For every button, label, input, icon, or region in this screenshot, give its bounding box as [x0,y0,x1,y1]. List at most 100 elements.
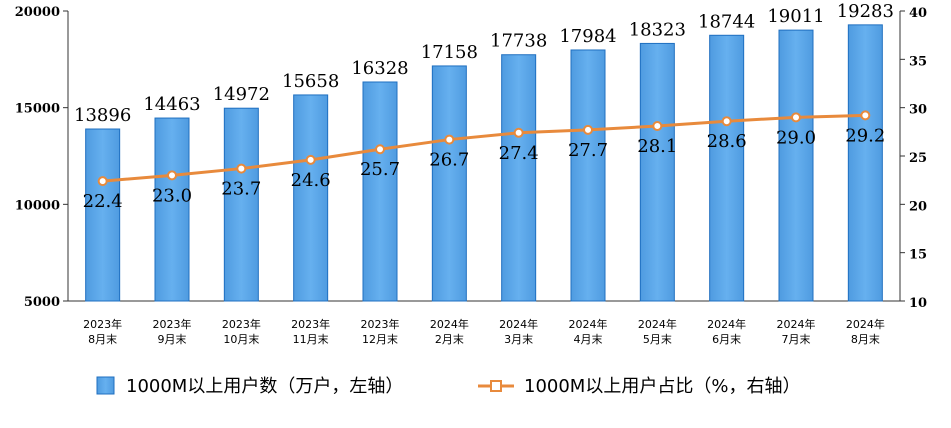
line-value-label: 26.7 [429,150,469,171]
right-tick-label: 40 [909,6,927,21]
line-marker [444,134,455,145]
x-tick-label-line: 2月末 [435,332,464,346]
x-tick-label-line: 4月末 [574,332,603,346]
line-value-label: 29.0 [776,127,816,148]
left-tick-label: 10000 [15,198,60,213]
bar-value-label: 13896 [74,105,131,126]
bar [223,107,259,302]
line-series: 22.4 23.0 23.7 24.6 25.7 26.7 27.4 27.7 28.1 28.6… [83,110,885,212]
line-value-label: 29.2 [845,125,885,146]
right-tick-label: 35 [909,54,927,69]
line-value-label: 23.7 [221,179,261,200]
x-tick-label-line: 8月末 [88,332,117,346]
legend-bar-label: 1000M以上用户数（万户，左轴） [126,376,403,397]
bar [362,81,398,302]
left-tick-label: 20000 [15,5,60,20]
bar [431,65,467,302]
bar-value-label: 18744 [698,11,755,32]
line-path [102,113,866,183]
bar-value-label: 14463 [143,94,200,115]
x-tick-label: 2024年 6月末 [707,317,746,346]
x-tick-label-line: 2023年 [361,317,400,331]
left-axis-ticks: 5000 10000 15000 20000 [15,5,68,310]
line-marker [513,127,524,138]
line-marker [721,116,732,127]
x-tick-label-line: 2024年 [499,317,538,331]
bar-value-label: 16328 [351,58,408,79]
x-tick-label: 2024年 7月末 [777,317,816,346]
x-tick-label-line: 2023年 [291,317,330,331]
bar [570,49,606,302]
line-marker [97,176,108,187]
x-tick-label-line: 2023年 [222,317,261,331]
x-tick-label-line: 9月末 [158,332,187,346]
x-tick-label-line: 12月末 [362,332,398,346]
x-tick-label-line: 11月末 [293,332,329,346]
line-marker [860,110,871,121]
x-tick-label-line: 8月末 [851,332,880,346]
line-value-label: 23.0 [152,185,192,206]
x-tick-label: 2024年 2月末 [430,317,469,346]
right-tick-label: 10 [909,296,927,311]
line-marker [791,112,801,123]
bar [154,117,190,302]
bar-series [85,24,883,302]
right-axis-ticks: 10 15 20 25 30 35 40 [900,6,927,311]
x-tick-label-line: 2024年 [846,317,885,331]
line-marker [305,154,316,165]
line-marker [236,163,247,174]
bar-value-label: 17158 [421,42,478,63]
x-tick-label-line: 2024年 [430,317,469,331]
line-value-label: 28.1 [637,136,677,157]
x-tick-label: 2023年 12月末 [361,317,400,346]
bar-value-label: 19283 [837,1,894,22]
x-tick-label-line: 2023年 [153,317,192,331]
x-tick-label: 2023年 8月末 [83,317,122,346]
right-tick-label: 20 [909,199,927,214]
x-tick-label: 2024年 5月末 [638,317,677,346]
x-tick-label-line: 5月末 [643,332,672,346]
legend-line-marker [490,380,502,392]
x-tick-label-line: 2024年 [569,317,608,331]
bar-value-label: 19011 [767,6,824,27]
x-tick-label: 2024年 8月末 [846,317,885,346]
bar [501,54,537,302]
line-value-label: 28.6 [707,131,747,152]
bar-value-label: 18323 [629,19,686,40]
x-tick-label-line: 10月末 [223,332,259,346]
bar [709,34,745,302]
x-tick-label-line: 3月末 [504,332,533,346]
line-marker [167,170,177,181]
line-marker [652,121,663,132]
bar [639,42,675,302]
line-value-label: 25.7 [360,159,400,180]
left-tick-label: 15000 [15,102,60,117]
line-value-label: 27.7 [568,140,608,161]
bar [847,24,883,302]
right-tick-label: 30 [909,103,927,118]
bar-data-labels: 13896 14463 14972 15658 16328 17158 17738 17984… [74,1,894,126]
legend: 1000M以上用户数（万户，左轴） 1000M以上用户占比（%，右轴） [96,376,800,397]
x-tick-label: 2023年 10月末 [222,317,261,346]
line-value-label: 24.6 [291,170,331,191]
left-tick-label: 5000 [24,295,60,310]
x-tick-label-line: 2024年 [707,317,746,331]
x-tick-label-line: 2023年 [83,317,122,331]
x-tick-label: 2023年 9月末 [153,317,192,346]
line-value-label: 27.4 [499,143,539,164]
bar [85,128,121,302]
legend-line-label: 1000M以上用户占比（%，右轴） [524,376,800,397]
x-tick-label-line: 2024年 [777,317,816,331]
bar [293,94,329,302]
right-tick-label: 25 [909,151,927,166]
x-tick-label: 2024年 3月末 [499,317,538,346]
bar [778,29,814,302]
line-marker [375,144,385,155]
x-tick-label-line: 6月末 [712,332,741,346]
bar-value-label: 17984 [559,26,616,47]
x-tick-label: 2024年 4月末 [569,317,608,346]
bar-value-label: 14972 [213,84,270,105]
legend-bar-swatch [96,376,115,395]
